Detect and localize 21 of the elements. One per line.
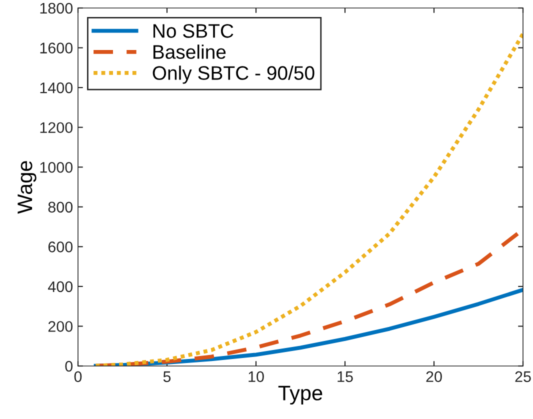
y-axis-title: Wage [18,161,36,214]
x-tick-label: 10 [248,371,264,382]
y-tick-label: 0 [65,360,73,372]
x-tick-label: 15 [338,371,353,382]
y-tick-label: 1800 [40,2,73,14]
x-axis-title: Type [278,386,322,405]
y-tick-label: 1200 [40,122,73,134]
y-tick-label: 800 [48,202,73,213]
x-tick-label: 20 [426,371,442,382]
x-tick-label: 25 [515,371,531,382]
y-tick-label: 1400 [40,82,73,94]
legend-label: Baseline [153,44,226,59]
x-tick-label: 5 [163,371,171,382]
y-tick-label: 1000 [40,162,73,173]
legend-label: Only SBTC - 90/50 [152,66,314,84]
y-tick-label: 600 [48,242,73,252]
y-tick-label: 200 [48,321,73,332]
x-tick-label: 0 [74,371,82,382]
legend-label: No SBTC [153,24,234,38]
y-tick-label: 1600 [40,42,73,54]
y-tick-label: 400 [48,281,73,292]
